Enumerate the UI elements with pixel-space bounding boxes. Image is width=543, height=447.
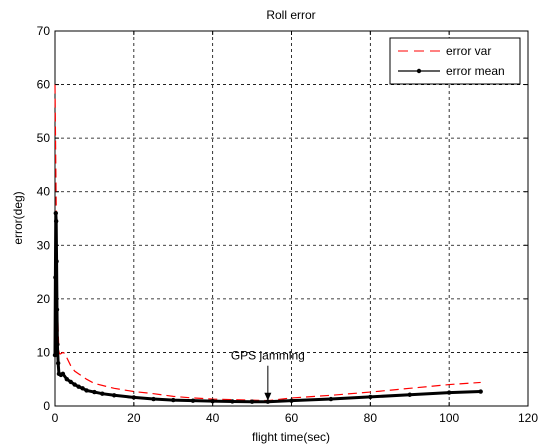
error-mean-point xyxy=(52,352,58,358)
error-mean-point xyxy=(131,395,137,400)
error-mean-point xyxy=(368,394,373,400)
y-axis-label: error(deg) xyxy=(11,191,25,244)
legend-marker-error-mean xyxy=(416,68,422,74)
y-tick-label: 70 xyxy=(37,24,51,38)
x-tick-label: 120 xyxy=(518,411,538,425)
series-line-error-mean xyxy=(53,213,481,404)
error-mean-point xyxy=(265,399,271,404)
error-mean-point xyxy=(190,398,196,403)
error-mean-point xyxy=(92,389,97,395)
axis-ticks: 0 20 40 60 80 100 120 0 10 20 30 40 50 60 70 xyxy=(37,24,539,425)
x-tick-label: 40 xyxy=(206,411,220,425)
error-mean-point xyxy=(68,379,73,385)
error-mean-point xyxy=(171,397,176,403)
error-mean-point xyxy=(54,259,59,264)
error-mean-point xyxy=(407,392,412,397)
error-mean-point xyxy=(210,398,215,404)
y-tick-label: 30 xyxy=(37,238,51,252)
y-tick-label: 40 xyxy=(37,185,51,199)
error-mean-point xyxy=(53,210,58,216)
error-mean-point xyxy=(55,360,61,366)
error-mean-point xyxy=(328,396,334,402)
y-tick-label: 50 xyxy=(37,131,51,145)
error-mean-point xyxy=(100,391,105,396)
error-mean-point xyxy=(60,371,66,377)
chart-title: Roll error xyxy=(266,8,315,22)
grid xyxy=(55,31,528,406)
error-mean-point xyxy=(230,399,235,404)
legend-label-error-var: error var xyxy=(446,44,491,58)
legend-box xyxy=(389,37,521,85)
annotation-arrow-head xyxy=(264,392,272,401)
legend: error var error mean xyxy=(389,37,521,85)
y-tick-label: 10 xyxy=(37,345,51,359)
error-mean-point xyxy=(446,390,452,395)
error-mean-point xyxy=(53,218,59,224)
error-mean-point xyxy=(55,342,60,347)
error-mean-point xyxy=(151,396,156,402)
series-group xyxy=(52,84,483,404)
error-mean-point xyxy=(53,275,58,280)
error-mean-point xyxy=(64,377,70,382)
legend-label-error-mean: error mean xyxy=(446,64,505,78)
error-mean-point xyxy=(76,384,81,389)
x-tick-label: 0 xyxy=(52,411,59,425)
error-mean-point xyxy=(72,382,77,387)
error-mean-point xyxy=(84,388,89,393)
error-mean-point xyxy=(289,398,294,403)
x-tick-label: 80 xyxy=(364,411,378,425)
gps-jamming-annotation: GPS jamming xyxy=(231,349,305,401)
error-mean-point xyxy=(111,393,117,398)
y-tick-label: 60 xyxy=(37,78,51,92)
x-tick-label: 100 xyxy=(439,411,459,425)
error-mean-point xyxy=(478,389,483,394)
error-mean-point xyxy=(249,399,255,404)
x-tick-label: 20 xyxy=(127,411,141,425)
y-tick-label: 20 xyxy=(37,292,51,306)
error-mean-point xyxy=(54,307,60,312)
error-mean-point xyxy=(80,386,85,391)
y-tick-label: 0 xyxy=(43,399,50,413)
annotation-text: GPS jamming xyxy=(231,349,305,363)
x-axis-label: flight time(sec) xyxy=(252,430,330,444)
x-tick-label: 60 xyxy=(285,411,299,425)
